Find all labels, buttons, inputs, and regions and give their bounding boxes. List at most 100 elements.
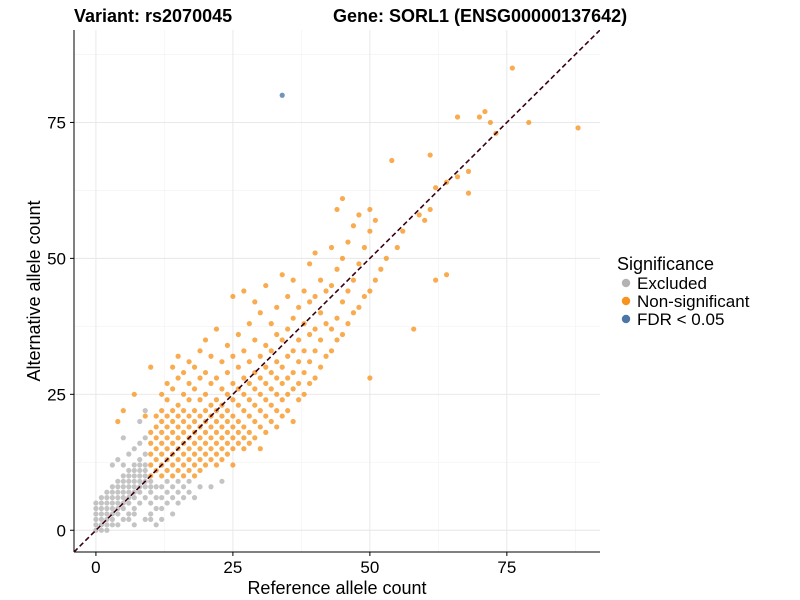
point xyxy=(142,408,148,414)
point xyxy=(109,495,115,501)
point xyxy=(241,348,247,354)
point xyxy=(328,244,335,251)
point xyxy=(328,348,335,354)
axis-ticks: 0 25 50 75 0 25 50 75 xyxy=(47,113,516,577)
point xyxy=(186,446,192,452)
point xyxy=(137,489,143,495)
point xyxy=(142,462,148,468)
point xyxy=(301,348,307,354)
legend-label: Excluded xyxy=(637,274,707,293)
point xyxy=(170,495,176,501)
point xyxy=(317,364,324,370)
point xyxy=(197,456,203,463)
point xyxy=(186,413,192,419)
point xyxy=(126,478,132,484)
point xyxy=(213,326,220,332)
point xyxy=(104,489,110,495)
point xyxy=(164,435,170,441)
point xyxy=(328,282,335,289)
point xyxy=(372,217,378,223)
point xyxy=(213,397,220,403)
point xyxy=(137,500,143,506)
point xyxy=(186,478,192,484)
point xyxy=(252,299,258,305)
point xyxy=(339,255,346,261)
point xyxy=(394,244,400,251)
point xyxy=(109,484,115,490)
point xyxy=(202,337,209,343)
point xyxy=(367,206,373,213)
point xyxy=(153,413,159,419)
point xyxy=(137,418,143,425)
point xyxy=(191,495,198,501)
point xyxy=(345,321,351,327)
point xyxy=(191,386,198,392)
point xyxy=(109,516,115,522)
point xyxy=(274,359,280,365)
point xyxy=(224,408,231,414)
point xyxy=(164,446,170,452)
point xyxy=(274,408,280,414)
point xyxy=(131,473,137,479)
legend-label: Non-significant xyxy=(637,292,750,311)
point xyxy=(153,495,159,501)
point xyxy=(164,424,170,430)
point xyxy=(202,440,209,446)
point xyxy=(164,500,170,506)
y-tick-label: 50 xyxy=(47,249,66,268)
point xyxy=(350,277,357,283)
point xyxy=(159,473,165,479)
point xyxy=(93,522,99,528)
y-tick-label: 75 xyxy=(47,113,66,132)
point xyxy=(126,511,132,517)
point xyxy=(246,413,252,419)
point xyxy=(416,212,422,218)
point xyxy=(208,424,214,430)
point xyxy=(104,527,110,533)
point xyxy=(252,386,258,392)
chart-title-variant: Variant: rs2070045 xyxy=(74,6,232,26)
point xyxy=(148,500,154,506)
point xyxy=(175,435,181,441)
point xyxy=(296,397,302,403)
point xyxy=(159,429,165,435)
point xyxy=(175,375,181,381)
point xyxy=(312,293,318,300)
point xyxy=(191,364,198,370)
point xyxy=(131,511,137,517)
point xyxy=(422,217,428,223)
point xyxy=(153,522,159,528)
point xyxy=(126,516,132,522)
point xyxy=(350,310,357,316)
point xyxy=(109,500,115,506)
point xyxy=(170,462,176,468)
point xyxy=(120,478,126,484)
point xyxy=(170,429,176,435)
point xyxy=(180,462,187,468)
point xyxy=(142,484,148,490)
point xyxy=(268,321,274,327)
point xyxy=(180,429,187,435)
point xyxy=(575,125,581,131)
point xyxy=(126,473,132,479)
point xyxy=(148,484,154,490)
point xyxy=(120,473,126,479)
point xyxy=(219,424,225,430)
point xyxy=(290,315,296,321)
point xyxy=(131,478,137,484)
point xyxy=(148,451,154,457)
point xyxy=(334,206,340,213)
point xyxy=(241,446,247,452)
point xyxy=(159,408,165,414)
point xyxy=(367,228,373,234)
point xyxy=(159,484,165,490)
point xyxy=(219,359,225,365)
point xyxy=(268,348,274,354)
point xyxy=(197,413,203,419)
point xyxy=(164,397,170,403)
identity-reference-line xyxy=(74,30,600,552)
point xyxy=(191,418,198,425)
point xyxy=(246,380,252,387)
point xyxy=(109,489,115,495)
point xyxy=(274,304,280,310)
